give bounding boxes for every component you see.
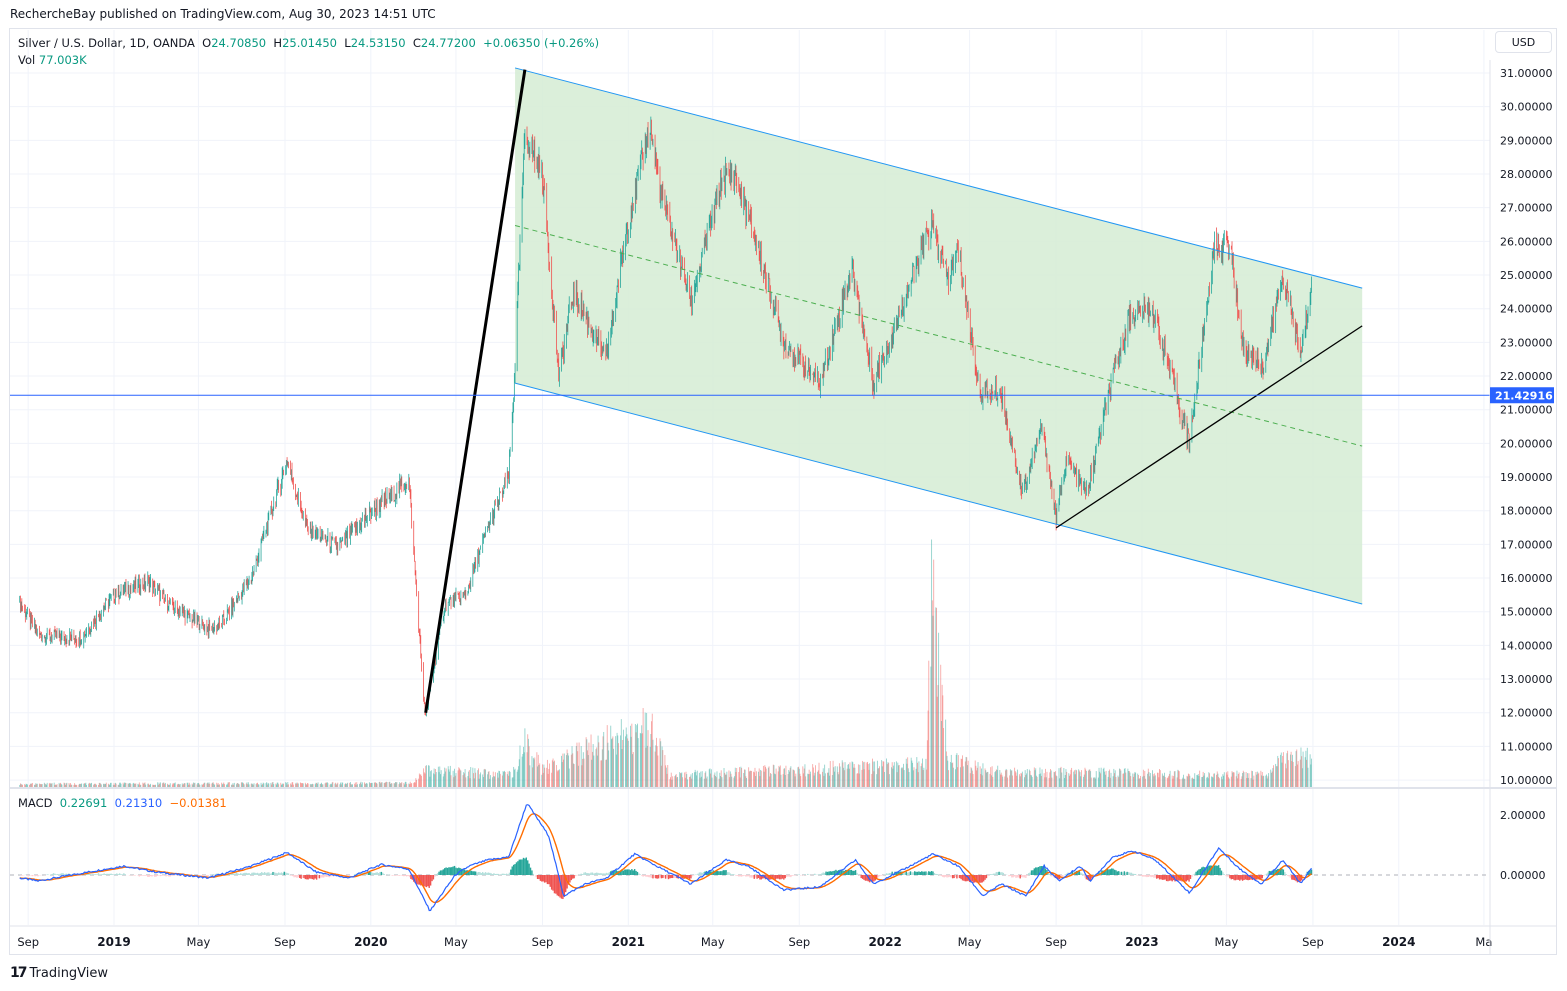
chart-frame [9,28,1557,955]
time-tick-label: May [1215,935,1239,949]
price-tick-label: 26.00000 [1500,235,1553,248]
channel-bottom-line [514,382,1363,605]
volume-value: 77.003K [38,53,87,67]
price-tick-label: 18.00000 [1500,505,1553,518]
price-tick-label: 27.00000 [1500,202,1553,215]
tradingview-logo[interactable]: 17 TradingView [10,965,108,981]
channel-top-line [514,67,1363,289]
change-value: +0.06350 (+0.26%) [483,36,600,50]
time-tick-label: May [958,935,982,949]
time-tick-label: 2024 [1382,935,1415,949]
symbol-name[interactable]: Silver / U.S. Dollar, 1D, OANDA [18,36,195,50]
time-tick-label: Sep [274,935,296,949]
price-tick-label: 13.00000 [1500,673,1553,686]
price-tick-label: 30.00000 [1500,101,1553,114]
rally-trend-line [424,69,527,713]
close-value: 24.77200 [420,36,476,50]
open-value: 24.70850 [211,36,267,50]
horizontal-line-label-bg [1490,387,1554,404]
price-tick-label: 16.00000 [1500,572,1553,585]
time-tick-label: May [701,935,725,949]
time-tick-label: 2023 [1125,935,1158,949]
price-tick-label: 14.00000 [1500,639,1553,652]
time-tick-label: 2021 [612,935,645,949]
macd-histogram-value: 0.22691 [59,796,108,810]
axes: 31.00000 30.00000 29.00000 28.00000 27.00000… [10,60,1557,955]
price-tick-label: 17.00000 [1500,538,1553,551]
channel-mid-line [514,225,1363,447]
macd-legend: MACD 0.22691 0.21310 −0.01381 [18,796,227,810]
low-value: 24.53150 [350,36,406,50]
price-tick-label: 31.00000 [1500,67,1553,80]
price-tick-label: 15.00000 [1500,606,1553,619]
time-tick-label: 2020 [354,935,387,949]
horizontal-line-label: 21.42916 [1495,389,1553,402]
price-tick-label: 25.00000 [1500,269,1553,282]
time-tick-label: 2019 [97,935,130,949]
macd-line-value: 0.21310 [114,796,163,810]
price-tick-label: 22.00000 [1500,370,1553,383]
price-tick-label: 20.00000 [1500,437,1553,450]
price-tick-label: 21.00000 [1500,404,1553,417]
macd-line [19,804,1312,912]
price-tick-label: 12.00000 [1500,707,1553,720]
price-tick-label: 10.00000 [1500,774,1553,787]
high-label: H [273,36,283,50]
price-tick-label: 28.00000 [1500,168,1553,181]
price-tick-label: 23.00000 [1500,336,1553,349]
open-label: O [202,36,212,50]
volume-label[interactable]: Vol [18,53,36,67]
time-tick-label: Ma [1475,935,1492,949]
macd-tick-label: 0.00000 [1500,869,1546,882]
macd-tick-label: 2.00000 [1500,809,1546,822]
low-label: L [344,36,351,50]
time-tick-label: Sep [1045,935,1067,949]
price-tick-label: 24.00000 [1500,303,1553,316]
time-tick-label: May [187,935,211,949]
high-value: 25.01450 [282,36,337,50]
time-tick-label: Sep [1302,935,1324,949]
volume-bars [19,539,1312,787]
symbol-legend: Silver / U.S. Dollar, 1D, OANDA O24.7085… [18,35,599,69]
tradingview-logo-text: TradingView [29,965,109,981]
price-tick-label: 29.00000 [1500,134,1553,147]
macd-signal-line [19,813,1312,904]
price-tick-label: 11.00000 [1500,740,1553,753]
time-tick-label: Sep [788,935,810,949]
time-tick-label: Sep [17,935,39,949]
time-tick-label: 2022 [868,935,901,949]
currency-button[interactable]: USD [1495,31,1552,53]
close-label: C [412,36,421,50]
tv-logo-icon: 17 [10,965,28,981]
channel-fill-layer [515,67,1363,604]
time-tick-label: May [444,935,468,949]
publish-info: RechercheBay published on TradingView.co… [10,7,436,21]
support-trend-line [1055,325,1363,529]
macd-label[interactable]: MACD [18,796,53,810]
macd-pane [10,804,1490,912]
macd-signal-value: −0.01381 [169,796,227,810]
drawings [10,67,1490,713]
time-tick-label: Sep [532,935,554,949]
parallel-channel-fill [515,67,1363,604]
price-tick-label: 19.00000 [1500,471,1553,484]
